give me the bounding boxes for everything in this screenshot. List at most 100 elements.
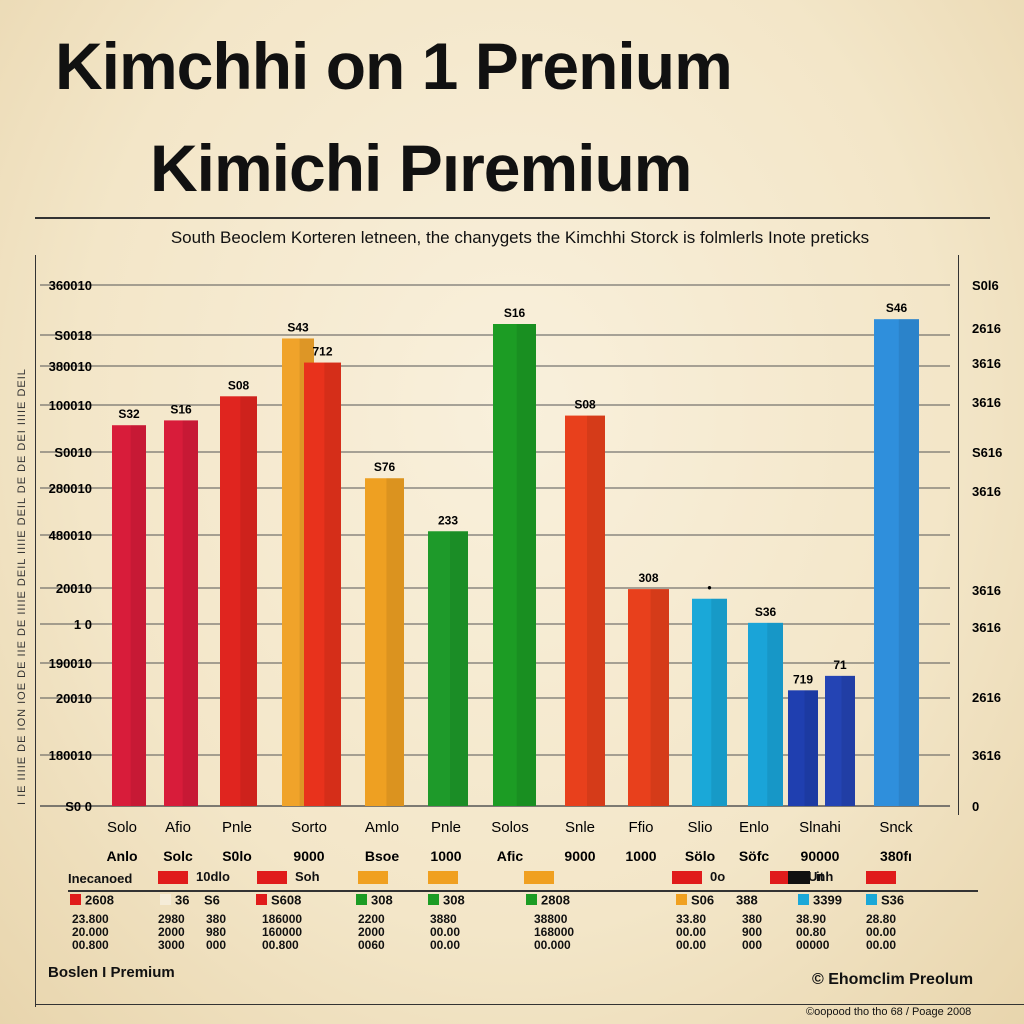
- bar-shade: [650, 589, 669, 806]
- legend-item-extra-label: S6: [204, 892, 220, 908]
- x-category-label: Slio: [687, 819, 712, 836]
- bar-shade: [324, 362, 341, 806]
- x-category-sublabel: Söfc: [739, 848, 770, 864]
- y-right-tick-label: 2616: [972, 690, 1001, 705]
- legend-item-swatch: [256, 894, 267, 906]
- legend-item-label: 2808: [541, 892, 570, 908]
- legend-item: 36: [160, 892, 189, 907]
- x-category-sublabel: S0lo: [222, 848, 252, 864]
- x-category-sublabel: 380fı: [880, 848, 912, 864]
- x-category-label: Solo: [107, 819, 137, 836]
- bar-shade: [587, 415, 605, 806]
- bar: [628, 589, 669, 806]
- y-left-tick-label: S0 0: [65, 799, 92, 814]
- legend-swatch-row: Inecanoed 10dlo Soh 0o Unh it: [40, 865, 970, 889]
- x-category-label: Sorto: [291, 819, 327, 836]
- footer-left-label: Boslen I Premium: [48, 964, 175, 981]
- x-category-sublabel: Bsoe: [365, 848, 399, 864]
- bar: [164, 420, 198, 806]
- bar: [220, 396, 257, 806]
- bar: [428, 531, 468, 806]
- legend-item: S06: [676, 892, 714, 907]
- y-right-tick-label: 0: [972, 799, 979, 814]
- bar-shade: [130, 425, 146, 806]
- bar-value-label: S46: [886, 301, 908, 315]
- legend-number-column: 2200 2000 0060: [358, 912, 385, 952]
- bar: [565, 415, 605, 806]
- legend-swatch-label: Soh: [295, 869, 320, 884]
- legend-item-extra: 388: [736, 892, 758, 907]
- bar-value-label: S16: [170, 402, 192, 416]
- bar-shade: [516, 324, 536, 806]
- legend-swatch-label: 10dlo: [196, 869, 230, 884]
- right-border: [958, 255, 959, 815]
- legend-divider: [68, 890, 978, 892]
- x-category-label: Snle: [565, 819, 595, 836]
- x-category-label: Pnle: [222, 819, 252, 836]
- legend-swatch-label: 0o: [710, 869, 726, 884]
- legend-item-swatch: [866, 894, 877, 906]
- legend-number-column: 33.80 00.00 00.00: [676, 912, 707, 952]
- y-right-tick-label: 3616: [972, 484, 1001, 499]
- legend-number-column: 38800 168000 00.000: [534, 912, 575, 952]
- x-category-label: Amlo: [365, 819, 399, 836]
- x-category-label: Slnahi: [799, 819, 841, 836]
- x-category-sublabel: 9000: [564, 848, 595, 864]
- bar-value-label: S08: [574, 398, 596, 412]
- legend-item-extra: S6: [204, 892, 220, 907]
- bar: [692, 598, 727, 806]
- bar-value-label: 71: [833, 658, 847, 672]
- legend-item-swatch: [356, 894, 367, 906]
- y-right-tick-label: 3616: [972, 356, 1001, 371]
- legend-number-column: 23.800 20.000 00.800: [72, 912, 109, 952]
- chart-title-second: Kimichi Pıremium: [150, 131, 692, 205]
- bar-value-label: S76: [374, 460, 396, 474]
- legend-swatch: [358, 871, 388, 884]
- legend-item: 308: [428, 892, 465, 907]
- bottom-divider: [35, 1004, 1024, 1005]
- y-right-tick-label: 3616: [972, 748, 1001, 763]
- bar-shade: [841, 675, 855, 806]
- left-border: [35, 255, 36, 1007]
- x-category-label: Solos: [491, 819, 529, 836]
- legend-item: 308: [356, 892, 393, 907]
- legend-item: S36: [866, 892, 904, 907]
- bar-value-label: 719: [793, 672, 813, 686]
- y-left-tick-label: 20010: [56, 691, 92, 706]
- y-left-tick-label: S0018: [54, 328, 92, 343]
- bar-value-label: 712: [312, 345, 332, 359]
- legend-swatch: [257, 871, 287, 884]
- legend-item-label: 308: [443, 892, 465, 908]
- x-category-sublabel: Anlo: [106, 848, 137, 864]
- bar-value-label: •: [707, 581, 711, 595]
- legend-item-label: 308: [371, 892, 393, 908]
- bar: [874, 319, 919, 806]
- legend-number-column: 380 980 000: [206, 912, 227, 952]
- y-left-tick-label: 20010: [56, 581, 92, 596]
- legend-item-swatch: [160, 894, 171, 906]
- legend-item: 2608: [70, 892, 114, 907]
- legend-item-label: 2608: [85, 892, 114, 908]
- bar-shade: [182, 420, 198, 806]
- legend-item-extra-label: 388: [736, 892, 758, 908]
- bar-value-label: 308: [638, 571, 658, 585]
- bar-shade: [711, 598, 727, 806]
- title-divider: [35, 217, 990, 219]
- x-category-sublabel: Solc: [163, 848, 193, 864]
- bar-value-label: 233: [438, 513, 458, 527]
- y-left-tick-label: 480010: [49, 528, 92, 543]
- y-right-tick-label: 2616: [972, 321, 1001, 336]
- legend-item-swatch: [70, 894, 81, 906]
- chart-title: Kimchhi on 1 Prenium: [55, 29, 733, 103]
- y-right-tick-label: 3616: [972, 583, 1001, 598]
- legend-number-column: 28.80 00.00 00.00: [866, 912, 897, 952]
- legend-item-label: 36: [175, 892, 190, 908]
- bar-shade: [767, 622, 783, 806]
- legend-swatch: [524, 871, 554, 884]
- legend-swatch: [158, 871, 188, 884]
- bar-shade: [804, 690, 818, 806]
- legend-item-label: S608: [271, 892, 302, 908]
- bar: [788, 690, 818, 806]
- legend-swatch: [866, 871, 896, 884]
- bar-shade: [450, 531, 468, 806]
